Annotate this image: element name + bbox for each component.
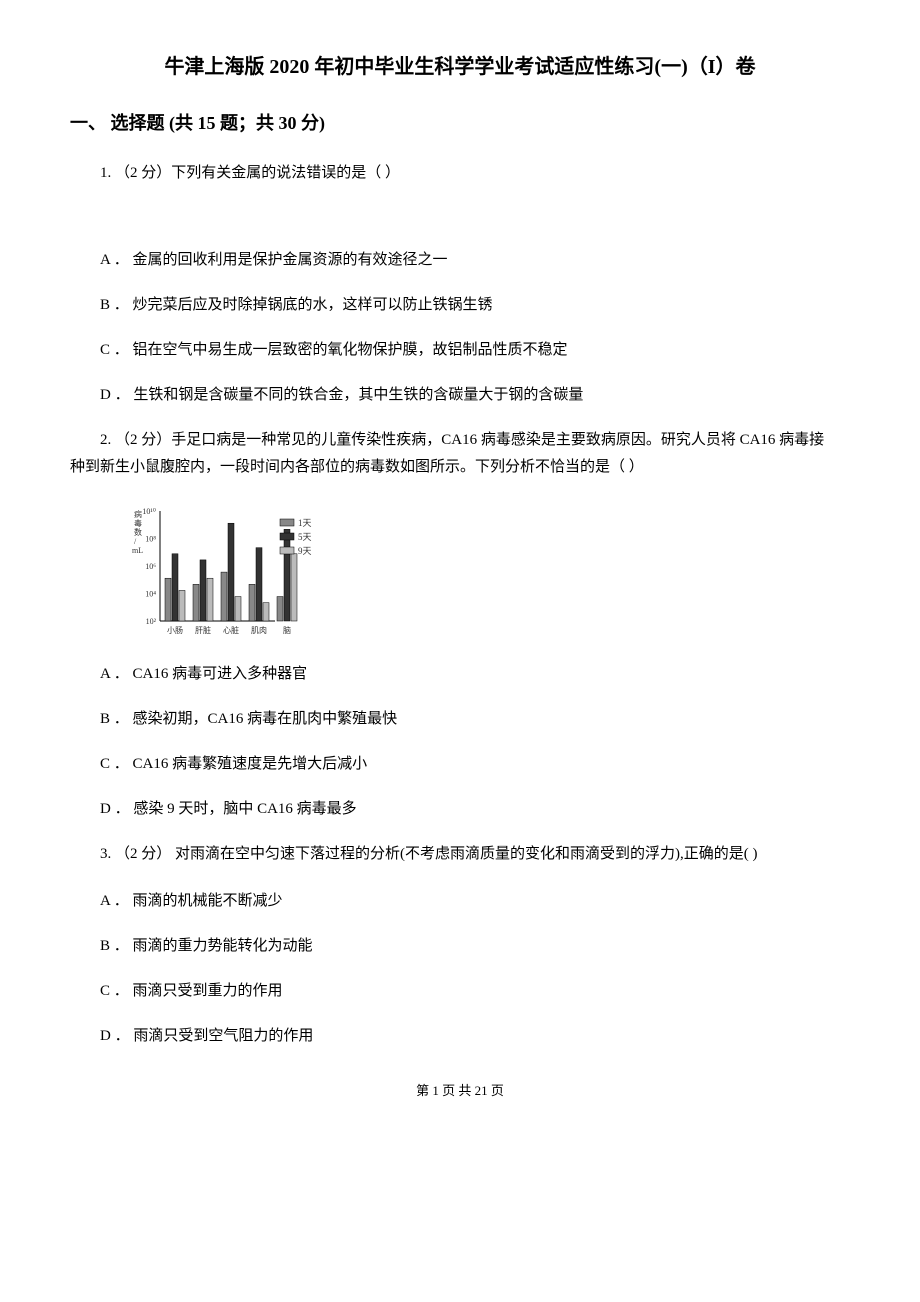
svg-text:病: 病 — [134, 509, 142, 519]
q3-option-b: B ． 雨滴的重力势能转化为动能 — [70, 933, 850, 960]
section-1-header: 一、 选择题 (共 15 题；共 30 分) — [70, 109, 850, 135]
svg-text:/: / — [134, 537, 137, 546]
svg-text:5天: 5天 — [298, 532, 312, 542]
virus-bar-chart: 病毒数/mL 10² 10⁴ 10⁶ 10⁸ 10¹⁰ 小肠 肝脏 心脏 肌肉 脑 1天 5天 9天 — [130, 501, 330, 641]
svg-text:10⁴: 10⁴ — [145, 590, 156, 599]
svg-text:1天: 1天 — [298, 518, 312, 528]
svg-text:10¹⁰: 10¹⁰ — [142, 507, 156, 516]
svg-text:肝脏: 肝脏 — [195, 625, 211, 635]
svg-text:小肠: 小肠 — [167, 626, 183, 635]
q3-option-c: C ． 雨滴只受到重力的作用 — [70, 978, 850, 1005]
q2-chart: 病毒数/mL 10² 10⁴ 10⁶ 10⁸ 10¹⁰ 小肠 肝脏 心脏 肌肉 脑 1天 5天 9天 — [130, 501, 850, 641]
q1-stem: 1. （2 分）下列有关金属的说法错误的是（ ） — [70, 160, 850, 187]
svg-text:mL: mL — [132, 546, 143, 555]
svg-text:10⁶: 10⁶ — [145, 562, 156, 571]
q2-option-c: C ． CA16 病毒繁殖速度是先增大后减小 — [70, 751, 850, 778]
svg-text:数: 数 — [134, 527, 142, 537]
svg-text:脑: 脑 — [283, 625, 291, 635]
svg-text:毒: 毒 — [134, 518, 142, 528]
q2-option-d: D ． 感染 9 天时，脑中 CA16 病毒最多 — [70, 796, 850, 823]
svg-text:肌肉: 肌肉 — [251, 625, 267, 635]
svg-text:10⁸: 10⁸ — [145, 535, 156, 544]
q3-option-d: D ． 雨滴只受到空气阻力的作用 — [70, 1023, 850, 1050]
q1-gap — [70, 207, 850, 247]
svg-text:10²: 10² — [146, 617, 157, 626]
svg-text:心脏: 心脏 — [223, 625, 239, 635]
q1-option-b: B ． 炒完菜后应及时除掉锅底的水，这样可以防止铁锅生锈 — [70, 292, 850, 319]
q2-option-a: A ． CA16 病毒可进入多种器官 — [70, 661, 850, 688]
q1-option-d: D ． 生铁和钢是含碳量不同的铁合金，其中生铁的含碳量大于钢的含碳量 — [70, 382, 850, 409]
q1-option-c: C ． 铝在空气中易生成一层致密的氧化物保护膜，故铝制品性质不稳定 — [70, 337, 850, 364]
q2-stem-line1: 2. （2 分）手足口病是一种常见的儿童传染性疾病，CA16 病毒感染是主要致病… — [70, 427, 850, 454]
page-container: 牛津上海版 2020 年初中毕业生科学学业考试适应性练习(一)（I）卷 一、 选… — [0, 0, 920, 1129]
page-footer: 第 1 页 共 21 页 — [70, 1080, 850, 1099]
q2-option-b: B ． 感染初期，CA16 病毒在肌肉中繁殖最快 — [70, 706, 850, 733]
q3-option-a: A ． 雨滴的机械能不断减少 — [70, 888, 850, 915]
exam-title: 牛津上海版 2020 年初中毕业生科学学业考试适应性练习(一)（I）卷 — [70, 50, 850, 79]
q2-stem-line2: 种到新生小鼠腹腔内，一段时间内各部位的病毒数如图所示。下列分析不恰当的是（ ） — [70, 454, 850, 481]
svg-text:9天: 9天 — [298, 546, 312, 556]
q1-option-a: A ． 金属的回收利用是保护金属资源的有效途径之一 — [70, 247, 850, 274]
q3-stem: 3. （2 分） 对雨滴在空中匀速下落过程的分析(不考虑雨滴质量的变化和雨滴受到… — [70, 841, 850, 868]
